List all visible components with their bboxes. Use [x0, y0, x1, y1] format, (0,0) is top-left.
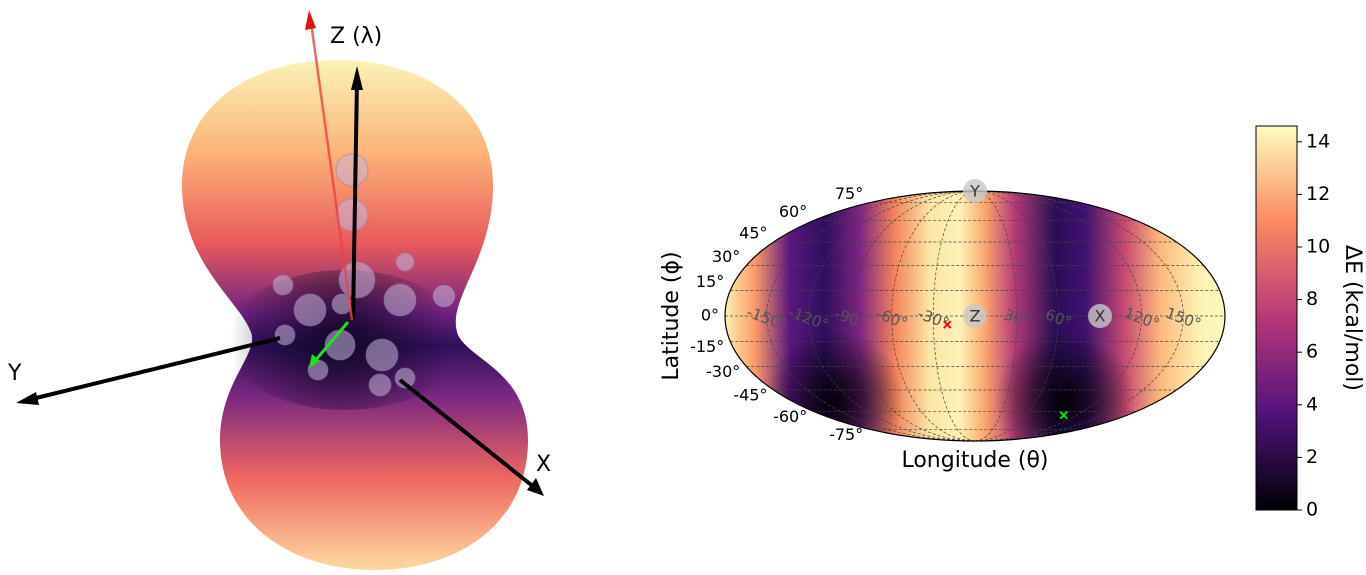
colorbar-tick-label: 8	[1306, 288, 1318, 310]
colorbar-tick-label: 2	[1306, 446, 1318, 468]
y-tick-label: -30°	[706, 362, 740, 381]
colorbar-tick-label: 14	[1306, 130, 1330, 152]
colorbar-tick-label: 0	[1306, 499, 1318, 521]
y-tick-label: -15°	[690, 337, 724, 356]
y-tick-label: 0°	[701, 306, 719, 325]
colorbar-tick-label: 12	[1306, 183, 1330, 205]
figure: Z (λ) Y X Longitude (θ) Latitude (ϕ) ΔE …	[0, 0, 1366, 571]
colorbar-tick-label: 10	[1306, 235, 1330, 257]
y-tick-label: 75°	[835, 184, 863, 203]
x-axis-title: Longitude (θ)	[901, 448, 1048, 473]
axis-marker-label: Y	[969, 182, 980, 201]
colorbar-tick-label: 4	[1306, 393, 1318, 415]
axis-marker-label: X	[1095, 307, 1106, 326]
red-arrowhead	[305, 10, 316, 30]
y-tick-label: 45°	[739, 223, 767, 242]
y-tick-label: 60°	[779, 202, 807, 221]
x-arrowhead	[527, 478, 544, 496]
y-tick-label: -45°	[733, 386, 767, 405]
colorbar	[1256, 126, 1297, 510]
y-tick-label: -75°	[829, 425, 863, 444]
y-tick-label: -60°	[773, 407, 807, 426]
y-tick-label: 30°	[712, 247, 740, 266]
colorbar-tick-label: 6	[1306, 341, 1318, 363]
axis-marker-label: Z	[970, 307, 981, 326]
y-axis-label: Y	[7, 361, 22, 386]
y-tick-label: 15°	[696, 272, 724, 291]
y-axis-title: Latitude (ϕ)	[659, 251, 684, 380]
y-arrowhead	[16, 392, 39, 405]
colorbar-label: ΔE (kcal/mol)	[1340, 245, 1365, 391]
z-axis-label: Z (λ)	[330, 24, 382, 49]
molecule-view: Z (λ) Y X	[7, 10, 551, 570]
x-axis-label: X	[536, 452, 551, 477]
